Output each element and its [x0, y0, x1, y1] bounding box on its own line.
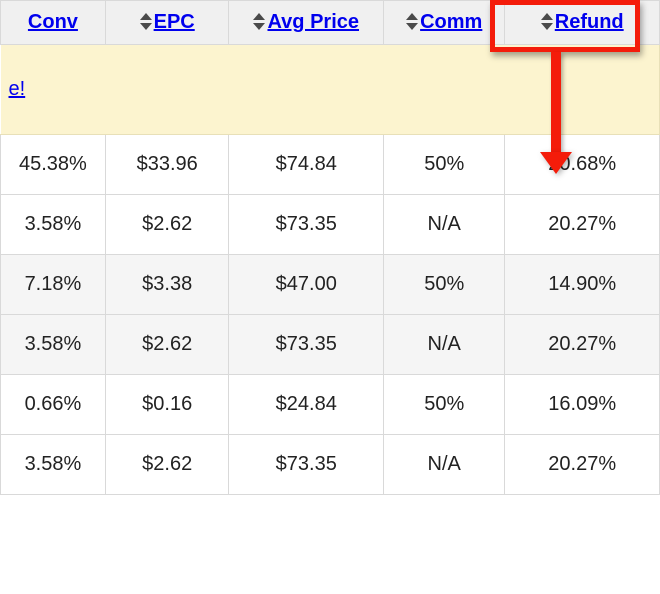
cell-refund: 16.09%: [505, 375, 660, 435]
col-header-conv[interactable]: Conv: [1, 1, 106, 45]
cell-conv: 7.18%: [1, 255, 106, 315]
cell-epc: $2.62: [105, 195, 229, 255]
col-header-link-epc[interactable]: EPC: [154, 11, 195, 33]
cell-avg: $47.00: [229, 255, 384, 315]
col-header-link-refund[interactable]: Refund: [555, 11, 624, 33]
cell-conv: 3.58%: [1, 195, 106, 255]
cell-refund: 20.68%: [505, 135, 660, 195]
sort-icon[interactable]: [406, 13, 418, 33]
cell-avg: $73.35: [229, 315, 384, 375]
cell-comm: N/A: [384, 195, 505, 255]
table-row: 3.58%$2.62$73.35N/A20.27%: [1, 435, 660, 495]
sort-icon[interactable]: [140, 13, 152, 33]
cell-epc: $3.38: [105, 255, 229, 315]
cell-conv: 3.58%: [1, 435, 106, 495]
cell-refund: 20.27%: [505, 435, 660, 495]
cell-refund: 20.27%: [505, 315, 660, 375]
cell-refund: 20.27%: [505, 195, 660, 255]
table-row: 3.58%$2.62$73.35N/A20.27%: [1, 315, 660, 375]
cell-avg: $73.35: [229, 435, 384, 495]
banner-row: e!: [1, 45, 660, 135]
banner-link[interactable]: e!: [9, 78, 26, 100]
cell-avg: $24.84: [229, 375, 384, 435]
table-row: 0.66%$0.16$24.8450%16.09%: [1, 375, 660, 435]
col-header-comm[interactable]: Comm: [384, 1, 505, 45]
cell-comm: 50%: [384, 135, 505, 195]
cell-conv: 45.38%: [1, 135, 106, 195]
cell-comm: N/A: [384, 315, 505, 375]
cell-epc: $33.96: [105, 135, 229, 195]
cell-epc: $2.62: [105, 435, 229, 495]
header-row: Conv EPC Avg Price Comm Refund: [1, 1, 660, 45]
cell-comm: 50%: [384, 255, 505, 315]
cell-avg: $74.84: [229, 135, 384, 195]
col-header-link-avg[interactable]: Avg Price: [267, 11, 359, 33]
table-row: 45.38%$33.96$74.8450%20.68%: [1, 135, 660, 195]
table-row: 3.58%$2.62$73.35N/A20.27%: [1, 195, 660, 255]
data-table: Conv EPC Avg Price Comm Refund e! 45.38%$33.9…: [0, 0, 660, 495]
cell-conv: 0.66%: [1, 375, 106, 435]
cell-refund: 14.90%: [505, 255, 660, 315]
sort-icon[interactable]: [541, 13, 553, 33]
cell-conv: 3.58%: [1, 315, 106, 375]
col-header-avg[interactable]: Avg Price: [229, 1, 384, 45]
table-wrapper: Conv EPC Avg Price Comm Refund e! 45.38%$33.9…: [0, 0, 660, 495]
col-header-link-conv[interactable]: Conv: [28, 11, 78, 33]
cell-epc: $2.62: [105, 315, 229, 375]
sort-icon[interactable]: [253, 13, 265, 33]
col-header-link-comm[interactable]: Comm: [420, 11, 482, 33]
col-header-epc[interactable]: EPC: [105, 1, 229, 45]
cell-epc: $0.16: [105, 375, 229, 435]
table-row: 7.18%$3.38$47.0050%14.90%: [1, 255, 660, 315]
cell-comm: 50%: [384, 375, 505, 435]
cell-comm: N/A: [384, 435, 505, 495]
cell-avg: $73.35: [229, 195, 384, 255]
col-header-refund[interactable]: Refund: [505, 1, 660, 45]
